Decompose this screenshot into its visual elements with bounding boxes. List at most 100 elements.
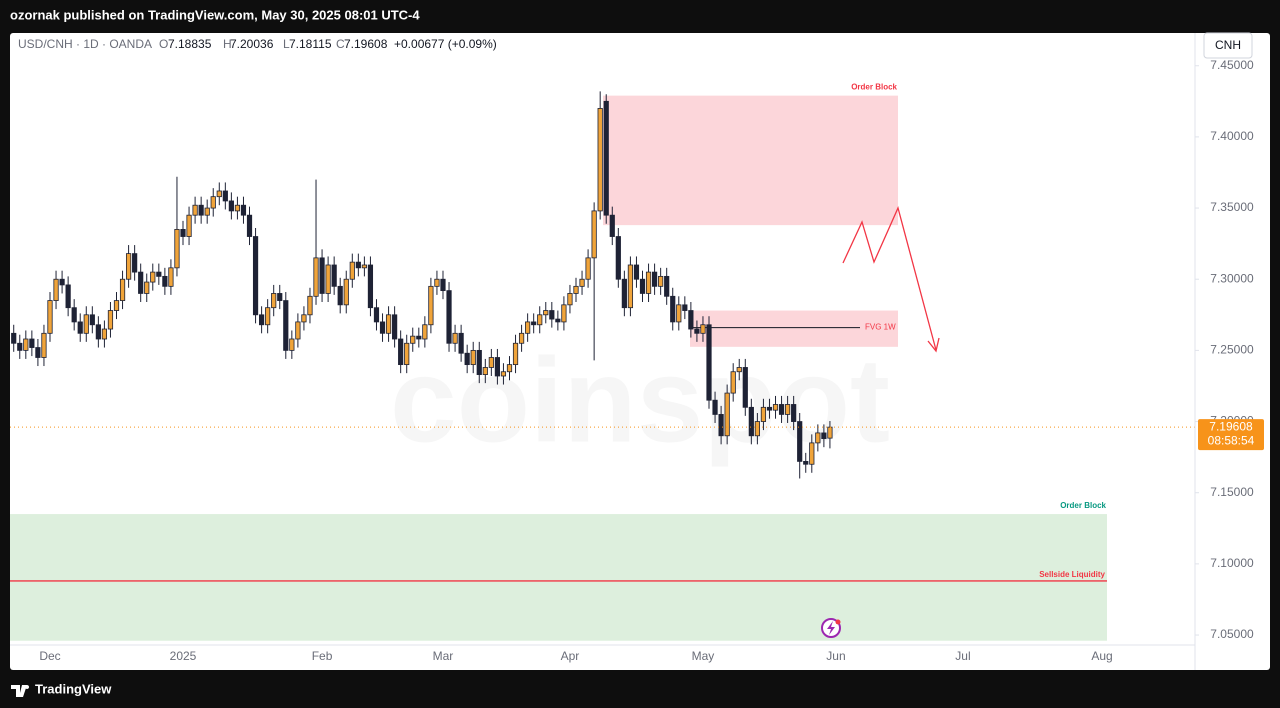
candle-body bbox=[428, 285, 434, 326]
candle-body bbox=[234, 204, 241, 212]
candle-body bbox=[29, 338, 35, 348]
candle-body bbox=[192, 204, 198, 216]
candle-body bbox=[228, 200, 234, 212]
candle-body bbox=[470, 349, 476, 366]
candle-body bbox=[162, 275, 168, 287]
candle-body bbox=[549, 310, 555, 320]
y-tick-label: 7.40000 bbox=[1210, 129, 1254, 143]
ohlc-label: O bbox=[159, 37, 168, 51]
candle-body bbox=[736, 367, 742, 373]
candle-body bbox=[651, 271, 658, 287]
candle-body bbox=[609, 214, 615, 237]
zone-label: Order Block bbox=[1060, 501, 1106, 510]
candle-body bbox=[416, 335, 422, 340]
candle-body bbox=[295, 321, 301, 340]
candle-body bbox=[198, 204, 204, 216]
candle-body bbox=[500, 371, 507, 377]
candle-body bbox=[222, 190, 228, 202]
candle-body bbox=[778, 404, 785, 415]
candle-body bbox=[101, 328, 108, 340]
candle-body bbox=[83, 314, 89, 334]
candle-body bbox=[718, 414, 724, 437]
change: +0.00677 (+0.09%) bbox=[394, 37, 497, 51]
x-tick-label: 2025 bbox=[170, 649, 197, 663]
candle-body bbox=[482, 367, 488, 375]
candle-body bbox=[512, 342, 519, 366]
level-label: Sellside Liquidity bbox=[1039, 570, 1105, 579]
candle-body bbox=[748, 406, 754, 437]
candle-body bbox=[246, 214, 253, 237]
candle-body bbox=[138, 271, 144, 294]
candle-body bbox=[385, 314, 392, 334]
candle-body bbox=[452, 332, 458, 344]
candle-body bbox=[107, 310, 114, 330]
candle-body bbox=[688, 310, 694, 330]
candle-body bbox=[186, 214, 192, 237]
candle-body bbox=[506, 364, 513, 373]
candle-body bbox=[289, 338, 295, 351]
candle-body bbox=[682, 304, 688, 311]
header: ozornak published on TradingView.com, Ma… bbox=[10, 7, 420, 22]
candle-body bbox=[113, 300, 120, 311]
candle-body bbox=[464, 352, 470, 366]
candle-body bbox=[645, 271, 652, 294]
candle-body bbox=[150, 271, 156, 283]
candle-body bbox=[785, 404, 791, 415]
candle-body bbox=[144, 281, 150, 294]
candle-body bbox=[313, 257, 319, 297]
ohlc-label: C bbox=[336, 37, 345, 51]
candle-body bbox=[518, 332, 525, 344]
y-tick-label: 7.30000 bbox=[1210, 271, 1254, 285]
candle-body bbox=[53, 278, 59, 301]
candle-body bbox=[404, 342, 410, 366]
candle-body bbox=[11, 332, 17, 344]
candle-body bbox=[827, 426, 833, 439]
zone bbox=[690, 310, 898, 347]
zone bbox=[10, 514, 1107, 641]
x-tick-label: Mar bbox=[433, 649, 454, 663]
candle-body bbox=[488, 357, 494, 368]
candle-body bbox=[706, 324, 712, 401]
candle-body bbox=[204, 207, 210, 216]
candle-body bbox=[240, 204, 247, 216]
projection-arrow bbox=[842, 206, 937, 351]
candle-body bbox=[325, 264, 331, 294]
candle-body bbox=[791, 404, 797, 422]
candle-body bbox=[77, 321, 83, 334]
x-tick-label: Feb bbox=[312, 649, 333, 663]
ohlc-value: 7.18835 bbox=[168, 37, 212, 51]
candle-body bbox=[712, 399, 718, 415]
candle-body bbox=[458, 332, 464, 354]
candle-body bbox=[658, 275, 664, 287]
event-bolt bbox=[827, 621, 835, 635]
candle-body bbox=[331, 264, 337, 287]
candle-body bbox=[440, 278, 446, 292]
candle-body bbox=[434, 278, 440, 287]
candle-body bbox=[809, 442, 815, 465]
candle-body bbox=[65, 284, 71, 309]
candle-body bbox=[639, 278, 646, 294]
zone-label: Order Block bbox=[851, 83, 897, 92]
candle-body bbox=[615, 236, 621, 280]
candle-body bbox=[422, 324, 428, 340]
footer-brand: TradingView bbox=[35, 681, 112, 696]
candle-body bbox=[724, 392, 730, 437]
currency-label: CNH bbox=[1215, 38, 1241, 52]
candle-body bbox=[494, 357, 501, 377]
candle-body bbox=[398, 338, 404, 366]
candle-body bbox=[591, 210, 597, 259]
candle-body bbox=[132, 253, 138, 273]
currency-button[interactable] bbox=[1203, 32, 1253, 59]
candle-body bbox=[17, 342, 23, 351]
candle-body bbox=[35, 347, 41, 358]
ohlc-value: 7.20036 bbox=[230, 37, 274, 51]
chart-panel bbox=[10, 33, 1270, 670]
candle-body bbox=[821, 432, 827, 440]
ohlc-value: 7.19608 bbox=[344, 37, 388, 51]
candle-body bbox=[47, 300, 53, 334]
countdown: 08:58:54 bbox=[1208, 433, 1255, 447]
x-tick-label: Aug bbox=[1091, 649, 1112, 663]
candle-body bbox=[525, 321, 531, 334]
